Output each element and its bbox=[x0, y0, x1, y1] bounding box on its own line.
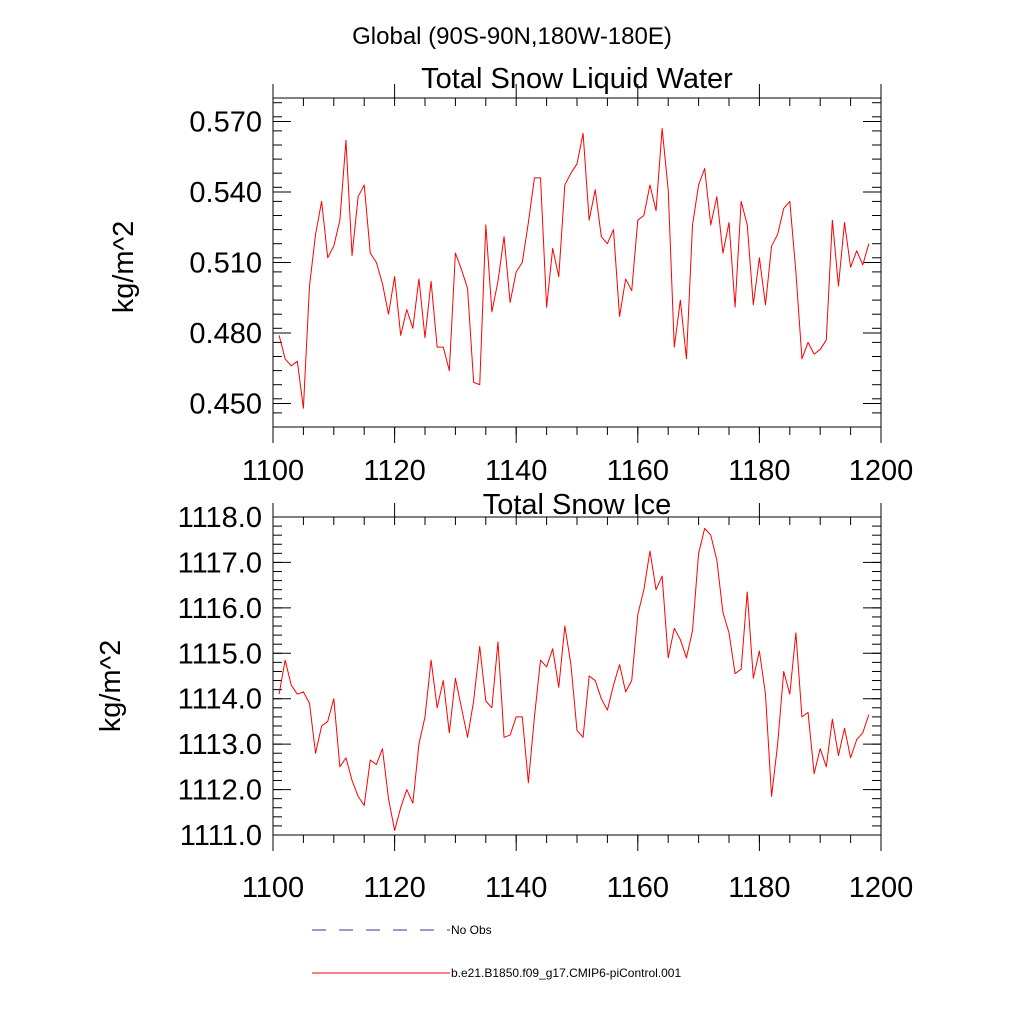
x-tick-label: 1100 bbox=[242, 455, 304, 487]
chart-title-snow-ice: Total Snow Ice bbox=[483, 489, 672, 521]
y-tick-label: 1116.0 bbox=[178, 593, 262, 625]
plot-frame bbox=[272, 516, 882, 836]
x-tick-label: 1120 bbox=[363, 872, 425, 904]
panel-snow-liquid-water: Total Snow Liquid Water kg/m^2 0.450 0.48… bbox=[108, 63, 913, 487]
legend-label-no-obs: No Obs bbox=[451, 923, 492, 937]
x-tick-label: 1140 bbox=[485, 455, 547, 487]
x-tick-label: 1200 bbox=[849, 455, 914, 487]
y-tick-label: 0.480 bbox=[189, 318, 262, 350]
x-tick-label: 1100 bbox=[242, 872, 304, 904]
y-tick-label: 0.570 bbox=[189, 107, 262, 139]
y-tick-label: 0.540 bbox=[189, 177, 262, 209]
legend-label-model: b.e21.B1850.f09_g17.CMIP6-piControl.001 bbox=[451, 966, 681, 980]
legend: No Obs b.e21.B1850.f09_g17.CMIP6-piContr… bbox=[312, 923, 681, 980]
x-tick-label: 1120 bbox=[363, 455, 425, 487]
y-tick-label: 1113.0 bbox=[178, 729, 262, 761]
x-tick-label: 1160 bbox=[607, 872, 669, 904]
y-axis-label-snow-liquid-water: kg/m^2 bbox=[108, 221, 140, 314]
y-tick-label: 1114.0 bbox=[178, 684, 262, 716]
y-tick-label: 1115.0 bbox=[178, 638, 262, 670]
y-tick-label: 1112.0 bbox=[178, 775, 262, 807]
y-tick-label: 1117.0 bbox=[178, 547, 262, 579]
y-tick-label: 0.510 bbox=[189, 248, 262, 280]
x-tick-label: 1140 bbox=[485, 872, 547, 904]
x-tick-label: 1200 bbox=[849, 872, 914, 904]
plot-frame bbox=[272, 97, 882, 428]
axes-snow-ice: 1111.0 1112.0 1113.0 1114.0 1115.0 1116.0 1117… bbox=[178, 502, 914, 904]
series-line-model bbox=[278, 527, 870, 831]
series-line-model bbox=[278, 128, 870, 409]
x-tick-label: 1160 bbox=[607, 455, 669, 487]
x-tick-label: 1180 bbox=[728, 872, 790, 904]
chart-title-snow-liquid-water: Total Snow Liquid Water bbox=[421, 63, 733, 95]
axes-snow-liquid-water: 0.450 0.480 0.510 0.540 0.570 1100 1120 1140 116… bbox=[189, 84, 913, 487]
y-tick-label: 1111.0 bbox=[180, 820, 262, 852]
y-tick-label: 0.450 bbox=[189, 389, 262, 421]
x-tick-label: 1180 bbox=[728, 455, 790, 487]
y-tick-label: 1118.0 bbox=[178, 502, 262, 534]
figure-suptitle: Global (90S-90N,180W-180E) bbox=[352, 23, 672, 50]
panel-snow-ice: Total Snow Ice kg/m^2 1111.0 1112.0 1113.0… bbox=[95, 489, 913, 904]
y-axis-label-snow-ice: kg/m^2 bbox=[95, 640, 127, 733]
